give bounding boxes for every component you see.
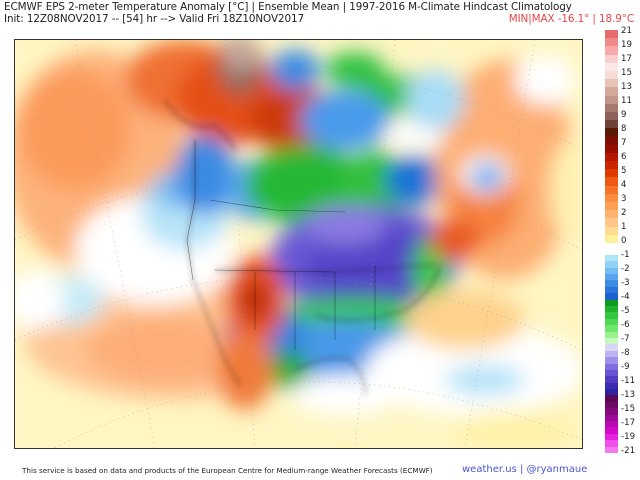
min-max-readout: MIN|MAX -16.1° | 18.9°C	[508, 13, 634, 25]
colorbar-swatch	[605, 350, 618, 358]
colorbar-swatch	[605, 331, 618, 338]
colorbar-tick-label: 4	[621, 180, 627, 190]
colorbar-swatch	[605, 128, 618, 137]
colorbar-tick-label: -4	[621, 292, 630, 302]
colorbar-swatch	[605, 344, 618, 351]
colorbar-tick-label: 17	[621, 54, 632, 64]
colorbar-tick-label: -2	[621, 264, 630, 274]
colorbar-swatch	[605, 427, 618, 434]
colorbar-swatch	[605, 201, 618, 211]
colorbar-tick-label: 9	[621, 110, 627, 120]
colorbar-swatch	[605, 111, 618, 121]
colorbar-swatch	[605, 95, 618, 104]
colorbar-tick-label: 15	[621, 68, 632, 78]
colorbar-swatch	[605, 369, 618, 377]
colorbar-swatch	[605, 395, 618, 402]
colorbar-tick-label: 13	[621, 82, 632, 92]
colorbar-swatch	[605, 177, 618, 186]
colorbar-tick-label: -5	[621, 306, 630, 316]
colorbar-tick-label: 21	[621, 26, 632, 36]
colorbar-tick-label: 5	[621, 166, 627, 176]
colorbar-swatch	[605, 293, 618, 300]
colorbar-swatch	[605, 103, 618, 112]
colorbar-tick-label: 8	[621, 124, 627, 134]
colorbar-tick-label: -3	[621, 278, 630, 288]
colorbar-swatch	[605, 46, 618, 55]
ecmwf-credit: This service is based on data and produc…	[22, 466, 433, 475]
colorbar-swatch	[605, 136, 618, 145]
colorbar-swatch	[605, 421, 618, 428]
colorbar-swatch	[605, 440, 618, 447]
colorbar-swatch	[605, 382, 618, 390]
colorbar-swatch	[605, 306, 618, 313]
colorbar-tick-label: -19	[621, 432, 636, 442]
colorbar-tick-label: 6	[621, 152, 627, 162]
colorbar-swatch	[605, 408, 618, 415]
colorbar-swatch	[605, 357, 618, 364]
colorbar-swatch	[605, 389, 618, 396]
colorbar-zero-gap	[605, 242, 618, 255]
colorbar-swatch	[605, 38, 618, 47]
colorbar-swatch	[605, 318, 618, 326]
colorbar-swatch	[605, 30, 618, 39]
anomaly-map	[14, 39, 583, 449]
colorbar-swatch	[605, 152, 618, 161]
colorbar-tick-label: -7	[621, 334, 630, 344]
colorbar-tick-label: 7	[621, 138, 627, 148]
colorbar-swatch	[605, 144, 618, 153]
colorbar-tick-label: 0	[621, 236, 627, 246]
title-line-1: ECMWF EPS 2-meter Temperature Anomaly [°…	[4, 1, 572, 13]
colorbar-tick-label: -13	[621, 390, 636, 400]
colorbar-tick-label: -17	[621, 418, 636, 428]
colorbar-tick-label: -15	[621, 404, 636, 414]
colorbar	[605, 30, 618, 453]
colorbar-swatch	[605, 210, 618, 219]
colorbar-swatch	[605, 267, 618, 275]
colorbar-tick-label: 19	[621, 40, 632, 50]
colorbar-tick-label: 11	[621, 96, 632, 106]
colorbar-swatch	[605, 280, 618, 287]
colorbar-swatch	[605, 363, 618, 370]
colorbar-swatch	[605, 226, 618, 235]
colorbar-tick-label: -8	[621, 348, 630, 358]
colorbar-swatch	[605, 401, 618, 409]
colorbar-swatch	[605, 325, 618, 332]
colorbar-swatch	[605, 193, 618, 202]
colorbar-swatch	[605, 299, 618, 306]
colorbar-swatch	[605, 261, 618, 268]
title-line-2: Init: 12Z08NOV2017 -- [54] hr --> Valid …	[4, 13, 305, 25]
colorbar-swatch	[605, 414, 618, 422]
colorbar-tick-label: -21	[621, 446, 636, 456]
colorbar-tick-label: -6	[621, 320, 630, 330]
colorbar-swatch	[605, 312, 618, 319]
colorbar-tick-label: 2	[621, 208, 627, 218]
colorbar-swatch	[605, 169, 618, 178]
colorbar-swatch	[605, 286, 618, 294]
colorbar-tick-label: -9	[621, 362, 630, 372]
colorbar-swatch	[605, 54, 618, 63]
colorbar-swatch	[605, 254, 618, 262]
colorbar-swatch	[605, 337, 618, 345]
colorbar-swatch	[605, 274, 618, 281]
colorbar-swatch	[605, 70, 618, 80]
colorbar-swatch	[605, 234, 618, 243]
colorbar-swatch	[605, 218, 618, 227]
colorbar-swatch	[605, 62, 618, 71]
colorbar-swatch	[605, 79, 618, 88]
colorbar-swatch	[605, 376, 618, 383]
colorbar-swatch	[605, 185, 618, 194]
colorbar-tick-label: 3	[621, 194, 627, 204]
colorbar-swatch	[605, 87, 618, 96]
colorbar-swatch	[605, 446, 618, 453]
colorbar-swatch	[605, 433, 618, 441]
colorbar-tick-label: 1	[621, 222, 627, 232]
colorbar-tick-label: -1	[621, 250, 630, 260]
attribution-link[interactable]: weather.us | @ryanmaue	[462, 464, 588, 475]
colorbar-swatch	[605, 161, 618, 170]
colorbar-swatch	[605, 120, 618, 129]
colorbar-tick-label: -11	[621, 376, 636, 386]
